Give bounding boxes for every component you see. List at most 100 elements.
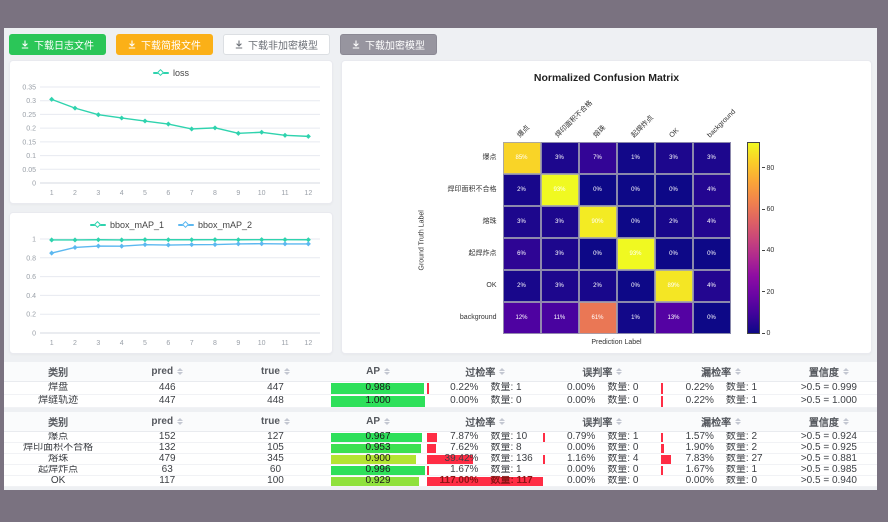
overdetect-rate-cell: 0.00% 数量: 0 [427,395,543,407]
button-label: 下载简报文件 [141,41,201,52]
rate-bar-fill [427,476,544,486]
cm-col-label: 熔珠 [591,124,607,140]
detection-metrics-table-2: 类别 pred true AP 过检率 误判率 漏检率 置信度 爆点 152 127 0.967 7.8… [4,412,877,487]
ap-bar-fill [330,432,423,442]
cm-cell: 13% [654,302,693,334]
sort-caret-icon [616,368,623,375]
y-axis-tick: 0 [32,331,36,338]
column-header-miss[interactable]: 漏检率 [661,412,781,431]
rate-count: 数量: 1 [725,395,758,406]
column-header-ap[interactable]: AP [329,362,428,381]
column-header-confidence[interactable]: 置信度 [781,412,877,431]
rate-count: 数量: 0 [490,395,522,406]
rate-bar-fill [427,443,437,453]
rate-percent: 0.22% [685,395,714,406]
table-row: 焊盘 446 447 0.986 0.22% 数量: 1 0.00% 数量: 0 0.22% 数量… [4,382,877,395]
rate-percent: 7.62% [450,443,479,453]
download-log-button[interactable]: 下载日志文件 [9,34,106,55]
overdetect-rate-cell: 7.62% 数量: 8 [427,443,543,453]
sort-caret-icon [499,368,506,375]
column-header-label: 误判率 [582,368,613,379]
download-icon [352,40,360,49]
table-row: 爆点 152 127 0.967 7.87% 数量: 10 0.79% 数量: 1 1.57% 数… [4,432,877,443]
rate-count: 数量: 2 [725,432,758,442]
x-axis-tick: 3 [96,190,100,197]
ap-bar: 0.929 [330,476,426,486]
miss-rate-cell: 0.22% 数量: 1 [661,382,781,394]
column-header-true[interactable]: true [222,412,329,431]
rate-percent: 0.00% [566,476,596,486]
rate-count: 数量: 0 [607,443,639,453]
x-axis-tick: 5 [143,340,147,347]
column-header-true[interactable]: true [222,362,329,381]
rate-count: 数量: 1 [490,382,522,393]
rate-bar-fill [543,432,545,442]
ap-cell: 0.986 [329,382,428,394]
misjudge-rate-cell: 0.00% 数量: 0 [543,465,661,475]
cm-cell: 7% [578,142,617,174]
download-encrypted-model-button[interactable]: 下载加密模型 [340,34,437,55]
rate-count: 数量: 0 [607,395,639,406]
true-cell: 100 [267,476,284,486]
misjudge-rate-cell: 0.00% 数量: 0 [543,382,661,394]
overdetect-rate-cell: 7.87% 数量: 10 [427,432,543,442]
column-header-overdetect[interactable]: 过检率 [427,412,543,431]
rate-count: 数量: 4 [607,454,639,464]
legend-item-bbox_mAP_1[interactable]: bbox_mAP_1 [89,220,164,230]
cm-cell: 89% [654,270,693,302]
rate-percent: 0.00% [566,465,596,475]
pred-cell: 447 [158,395,176,406]
column-header-overdetect[interactable]: 过检率 [427,362,543,381]
button-label: 下载日志文件 [34,41,94,52]
cm-cell: 0% [616,174,655,206]
table-row: OK 117 100 0.929 117.00% 数量: 117 0.00% 数量: 0 0.0… [4,476,877,487]
x-axis-tick: 3 [96,340,100,347]
cm-cell: 85% [502,142,541,174]
table-header-row: 类别 pred true AP 过检率 误判率 漏检率 置信度 [4,412,877,432]
sort-caret-icon [384,418,390,425]
detection-metrics-table-1: 类别 pred true AP 过检率 误判率 漏检率 置信度 焊盘 446 447 0.986 0.2… [4,362,877,408]
legend-item-loss[interactable]: loss [152,68,189,78]
ap-bar-fill [330,454,416,464]
sort-caret-icon [283,418,290,425]
y-axis-tick: 0.4 [26,293,36,300]
cm-cell: 4% [692,174,731,206]
rate-count: 数量: 1 [725,465,758,475]
download-report-button[interactable]: 下载简报文件 [116,34,213,55]
sort-caret-icon [735,368,742,375]
download-icon [128,40,136,49]
download-unencrypted-model-button[interactable]: 下载非加密模型 [223,34,330,55]
column-header-misjudge[interactable]: 误判率 [543,412,661,431]
map-chart-card: bbox_mAP_1 bbox_mAP_2 0 0.2 0.4 0.6 0.8 1 1 2 3 4 5… [9,212,333,354]
cm-cell: 0% [578,174,617,206]
cm-row-label: 爆点 [482,154,497,161]
column-header-ap[interactable]: AP [329,412,428,431]
y-axis-tick: 0.35 [22,85,36,92]
cm-y-axis-title: Ground Truth Label [418,210,425,271]
charts-row: loss 0 0.05 0.1 0.15 0.2 0.25 0.3 0.35 1 2 3 4 5 6 7 8 9… [4,60,877,354]
sort-caret-icon [384,368,390,375]
legend-item-bbox_mAP_2[interactable]: bbox_mAP_2 [178,220,252,230]
rate-percent: 1.67% [450,465,479,475]
misjudge-rate-cell: 1.16% 数量: 4 [543,454,661,464]
y-axis-tick: 0.1 [26,153,36,160]
cm-cell: 2% [578,270,617,302]
cm-col-label: 焊印面积不合格 [553,99,594,140]
column-header-pred[interactable]: pred [112,362,222,381]
x-axis-tick: 11 [281,190,288,197]
sort-caret-icon [499,418,506,425]
misjudge-rate-cell: 0.00% 数量: 0 [543,443,661,453]
miss-rate-cell: 0.00% 数量: 0 [661,476,781,486]
confidence-cell: >0.5 = 0.881 [800,454,857,464]
overdetect-rate-cell: 0.22% 数量: 1 [427,382,543,394]
column-header-label: true [261,366,280,377]
column-header-label: 类别 [48,368,69,379]
column-header-misjudge[interactable]: 误判率 [543,362,661,381]
legend-diamond-icon [93,220,101,229]
column-header-confidence[interactable]: 置信度 [781,362,877,381]
loss-chart-card: loss 0 0.05 0.1 0.15 0.2 0.25 0.3 0.35 1 2 3 4 5 6 7 8 9… [9,60,333,204]
column-header-pred[interactable]: pred [112,412,222,431]
cm-col-label: 爆点 [515,124,531,140]
y-axis-tick: 0.25 [22,112,36,119]
column-header-miss[interactable]: 漏检率 [661,362,781,381]
